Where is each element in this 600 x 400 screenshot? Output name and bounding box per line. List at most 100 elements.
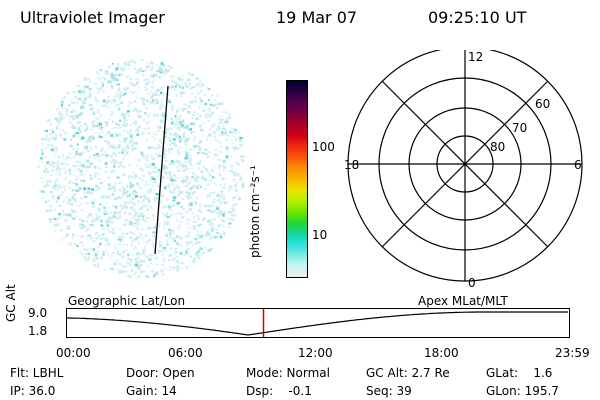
speckle (176, 184, 179, 186)
speckle (89, 174, 92, 177)
speckle (88, 223, 92, 226)
speckle (69, 115, 72, 119)
speckle (220, 219, 224, 222)
speckle (172, 182, 175, 186)
speckle (161, 118, 164, 121)
speckle (212, 123, 215, 127)
speckle (48, 199, 50, 202)
speckle (184, 175, 187, 178)
colorbar-unit-label: photon cm⁻²s⁻¹ (248, 165, 262, 258)
speckle (217, 122, 221, 125)
speckle (90, 103, 93, 106)
speckle (79, 250, 82, 253)
speckle (92, 218, 96, 221)
speckle (163, 64, 165, 67)
speckle (49, 123, 52, 126)
speckle (210, 236, 214, 239)
speckle (64, 188, 66, 191)
speckle (218, 165, 222, 169)
speckle (193, 136, 196, 139)
speckle (149, 257, 152, 260)
speckle (237, 179, 241, 182)
speckle (141, 236, 144, 240)
speckle (188, 160, 193, 163)
speckle (98, 77, 101, 80)
speckle (74, 132, 77, 135)
speckle (112, 221, 115, 224)
speckle (90, 128, 93, 132)
speckle (209, 113, 213, 116)
speckle (81, 165, 84, 169)
speckle (84, 202, 88, 204)
speckle (90, 135, 94, 138)
speckle (146, 171, 151, 174)
speckle (124, 207, 128, 210)
speckle (54, 117, 58, 120)
speckle (92, 198, 96, 201)
speckle (69, 111, 74, 114)
speckle (200, 253, 204, 256)
speckle (144, 245, 147, 248)
speckle (166, 70, 169, 73)
speckle (170, 214, 173, 216)
speckle (124, 65, 126, 69)
speckle (70, 242, 72, 246)
speckle (76, 84, 80, 87)
speckle (222, 224, 225, 227)
speckle (145, 180, 148, 183)
speckle (188, 127, 191, 130)
speckle (79, 125, 83, 127)
speckle (108, 166, 111, 168)
speckle (94, 175, 96, 179)
speckle (203, 188, 207, 190)
speckle (177, 212, 181, 215)
speckle (201, 110, 206, 113)
speckle (88, 213, 91, 216)
speckle (102, 212, 106, 215)
speckle (99, 113, 103, 116)
speckle (170, 119, 174, 122)
speckle (167, 148, 171, 151)
speckle (167, 187, 172, 189)
speckle (79, 170, 83, 173)
speckle (80, 112, 84, 115)
speckle (151, 66, 154, 69)
speckle (163, 259, 166, 262)
speckle (123, 139, 126, 142)
speckle (192, 110, 196, 114)
speckle (185, 191, 189, 194)
speckle (77, 134, 80, 137)
speckle (192, 100, 194, 103)
speckle (151, 162, 155, 166)
speckle (169, 175, 173, 178)
speckle (240, 158, 243, 161)
speckle (142, 270, 146, 273)
speckle (61, 156, 65, 160)
speckle (165, 232, 169, 235)
speckle (187, 78, 190, 81)
speckle (151, 157, 155, 160)
speckle (106, 101, 109, 104)
speckle (75, 178, 77, 181)
speckle (62, 237, 66, 239)
speckle (176, 170, 181, 172)
speckle (238, 175, 242, 178)
speckle (181, 197, 184, 200)
speckle (113, 262, 117, 266)
speckle (58, 111, 62, 114)
speckle (178, 191, 182, 193)
speckle (104, 140, 108, 143)
speckle (102, 206, 105, 210)
speckle (176, 117, 179, 120)
status-glon: GLon: 195.7 (486, 384, 559, 398)
speckle (124, 92, 127, 95)
speckle (41, 152, 44, 156)
speckle (48, 218, 52, 221)
speckle (131, 171, 134, 174)
speckle (165, 115, 169, 118)
speckle (224, 122, 227, 126)
speckle (114, 160, 117, 163)
speckle (137, 201, 140, 204)
speckle (215, 229, 219, 231)
speckle (122, 93, 125, 96)
